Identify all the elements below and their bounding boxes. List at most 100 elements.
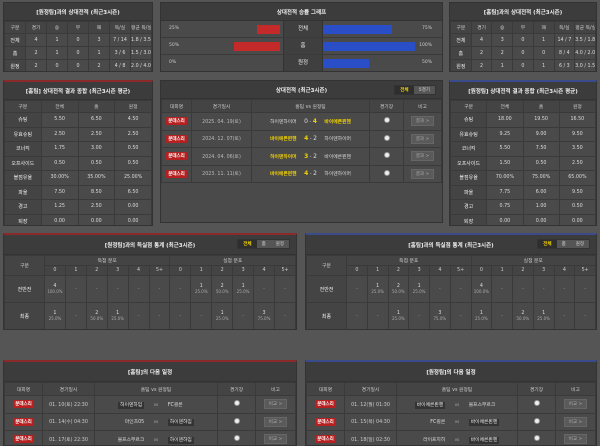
percent-value: 25.0% (537, 316, 550, 321)
left-percent: 25% (169, 26, 180, 31)
league-badge[interactable]: 분데스리 (315, 400, 336, 409)
row-label: 전체 (4, 33, 26, 47)
toggle-away[interactable]: 원정 (570, 240, 589, 248)
away-team[interactable]: 바이에른뮌헨 (324, 154, 351, 160)
cell-value: 2.50 (77, 199, 116, 215)
toggle-all[interactable]: 전체 (538, 240, 557, 248)
header-row: 구분 경기 승 무 패 득/실 평균 득/실 (450, 21, 596, 34)
compare-button[interactable]: 비교 > (563, 399, 588, 410)
away-team[interactable]: 하이덴하이머 (324, 137, 351, 143)
cell-value: 3.00 (77, 141, 116, 157)
toggle-5-games[interactable]: 5경기 (413, 86, 435, 94)
cell-value: 1.00 (522, 199, 560, 215)
cell-value: 0.00 (77, 213, 116, 225)
league-badge[interactable]: 분데스리 (13, 400, 34, 409)
left-percent: 50% (169, 43, 180, 48)
header-row: 구분 경기 승 무 패 득/실 평균 득/실 (4, 21, 152, 34)
schedule-row: 분데스리 01. 17(토) 22:30 볼프스부르크 vs 하이덴하임 비교 … (4, 430, 296, 445)
toggle-away[interactable]: 원정 (270, 240, 289, 248)
result-button[interactable]: 결과 > (410, 116, 435, 127)
column-header: 원정 (114, 100, 152, 113)
home-team[interactable]: 바이에른뮌헨 (270, 137, 297, 143)
away-team[interactable]: 하이덴하임 (167, 419, 194, 427)
count-cell: - (449, 302, 472, 329)
table-row: 전반전 4 100.0% - - - - - -1 25.0% 2 50.0% 1 25.0% - - (4, 275, 296, 303)
league-badge[interactable]: 분데스리 (166, 152, 187, 161)
compare-button[interactable]: 비교 > (263, 399, 288, 410)
count-cell: - (346, 302, 368, 329)
percent-value: 50.0% (392, 289, 405, 294)
result-button[interactable]: 결과 > (410, 168, 435, 179)
bin-header: 0 (44, 265, 66, 276)
home-team[interactable]: FC쾰른 (430, 420, 446, 426)
recent-matches-table: 대회명 경기일시 홈팀 vs 원정팀 경기장 비고 분데스리 2025. 04. 19(토… (161, 99, 442, 183)
column-header: 경기장 (217, 382, 256, 396)
home-team[interactable]: 라이프치히 (423, 437, 446, 443)
league-badge[interactable]: 분데스리 (13, 435, 34, 444)
schedule-row: 분데스리 01. 18(일) 02:30 라이프치히 vs 바이에른뮌헨 비교 … (306, 430, 596, 445)
toggle-home[interactable]: 홈 (256, 240, 271, 248)
row-label: 슈팅 (450, 112, 488, 128)
away-team[interactable]: 하이덴하임 (167, 436, 194, 444)
league-badge[interactable]: 분데스리 (166, 134, 187, 143)
result-button[interactable]: 결과 > (410, 133, 435, 144)
h2h-away-panel: [원정팀]과의 상대전적 (최근3시즌) 구분 경기 승 무 패 득/실 평균 득/실 전체 4… (3, 2, 153, 72)
league-badge[interactable]: 분데스리 (166, 117, 187, 126)
h2h-away-table: 구분 경기 승 무 패 득/실 평균 득/실 전체 4 1 0 3 7 / 14 1.8 / 3.5 홈 2 1… (4, 21, 152, 71)
home-team[interactable]: 마인츠05 (124, 420, 145, 426)
column-header: 경기장 (517, 382, 556, 396)
home-team[interactable]: 바이에른뮌헨 (414, 401, 446, 409)
home-score: 0 (304, 117, 308, 125)
count-cell: 1 25.0% (408, 275, 430, 303)
away-team[interactable]: 바이에른뮌헨 (324, 119, 351, 125)
percent-value: 25.0% (194, 289, 208, 294)
home-team[interactable]: 하이덴하임 (118, 401, 145, 409)
away-team[interactable]: 바이에른뮌헨 (468, 436, 500, 444)
result-button[interactable]: 결과 > (410, 151, 435, 162)
count-cell: - (148, 275, 171, 303)
row-label: 오프사이드 (450, 155, 488, 171)
league-badge[interactable]: 분데스리 (166, 169, 187, 178)
toggle-home[interactable]: 홈 (556, 240, 571, 248)
toggle-all[interactable]: 전체 (395, 86, 414, 94)
count-cell: - (449, 275, 472, 303)
table-row: 최종 1 25.0% -2 50.0% 1 25.0% - - - -1 25.0% -3 75.0% - (4, 302, 296, 329)
table-row: 볼점유율 70.00% 75.00% 65.00% (450, 170, 596, 186)
cell-value: 4.0 / 2.0 (574, 46, 596, 60)
home-score: 3 (304, 152, 309, 160)
home-team[interactable]: 바이에른뮌헨 (270, 172, 297, 178)
count-value: 1 (417, 284, 421, 289)
league-badge[interactable]: 분데스리 (13, 417, 34, 426)
title-text: [홈팀]과의 득실점 통계 (최근3시즌) (408, 242, 494, 249)
vs-label: vs (153, 401, 159, 407)
compare-button[interactable]: 비교 > (263, 416, 288, 427)
table-row: 코너킥 1.75 3.00 0.50 (4, 141, 152, 157)
compare-button[interactable]: 비교 > (563, 416, 588, 427)
bins-row: 0 1 2 3 4 5+ 0 1 2 3 4 5+ (5, 265, 296, 276)
cell-value: 5.50 (486, 141, 524, 157)
toggle-all[interactable]: 전체 (238, 240, 257, 248)
count-value: 1 (241, 284, 245, 289)
away-team[interactable]: 볼프스부르크 (468, 402, 496, 408)
column-header: 구분 (4, 100, 42, 113)
league-badge[interactable]: 분데스리 (315, 435, 336, 444)
home-team[interactable]: 하이덴하이머 (270, 119, 297, 125)
away-team[interactable]: FC쾰른 (167, 402, 183, 408)
compare-button[interactable]: 비교 > (263, 434, 288, 445)
vs-label: vs (454, 401, 460, 407)
home-team[interactable]: 볼프스부르크 (117, 437, 145, 443)
goals-left-panel: [원정팀]과의 득실점 통계 (최근3시즌) 전체 홈 원정 구분 득점 분포 실점 분… (3, 233, 297, 330)
away-team[interactable]: 바이에른뮌헨 (468, 419, 500, 427)
compare-button[interactable]: 비교 > (563, 434, 588, 445)
away-team[interactable]: 하이덴하이머 (324, 172, 351, 178)
home-team[interactable]: 하이덴하이머 (270, 154, 297, 160)
cell-value: 5.50 (40, 112, 79, 128)
column-header: 경기일시 (344, 382, 397, 396)
league-badge[interactable]: 분데스리 (315, 417, 336, 426)
goals-left-table: 구분 득점 분포 실점 분포 0 1 2 3 4 5+ 0 1 2 3 4 5+ 전반전 4 100.0% - - - -… (4, 255, 296, 329)
matchup-cell: 바이에른뮌헨 4 - 2 하이덴하이머 (251, 164, 370, 183)
conceded-header: 실점 분포 (169, 255, 296, 266)
row-label: 경고 (450, 199, 488, 215)
matchup-cell: 하이덴하이머 3 - 2 바이에른뮌헨 (251, 147, 370, 166)
soccer-ball-icon (383, 117, 390, 124)
